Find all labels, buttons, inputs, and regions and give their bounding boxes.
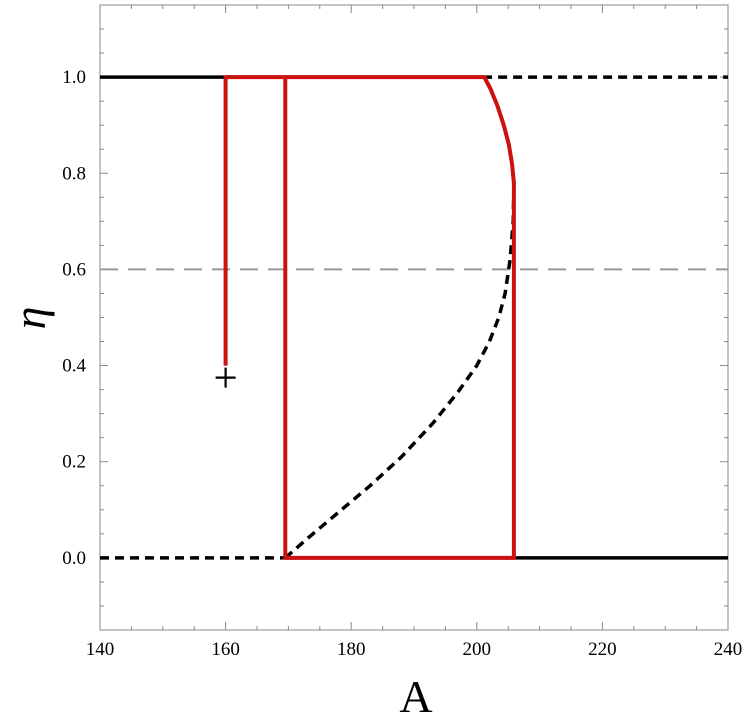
tick-labels: 140 160 180 200 220 240 0.0 0.2 0.4 0.6 0.8 1.0: [62, 67, 742, 660]
y-axis-title: η: [4, 307, 55, 330]
y-tick-label: 0.0: [62, 548, 86, 569]
y-tick-label: 0.4: [62, 356, 86, 377]
y-tick-label: 1.0: [62, 67, 86, 88]
x-tick-label: 200: [463, 639, 492, 660]
x-tick-label: 140: [86, 639, 115, 660]
plot-border: [99, 4, 729, 631]
y-tick-label: 0.2: [62, 452, 86, 473]
axis-ticks: [99, 4, 729, 630]
branch-series-5: [284, 182, 516, 560]
x-tick-label: 160: [211, 639, 240, 660]
markers: [215, 367, 236, 388]
red-path-series: [223, 75, 516, 560]
y-tick-label: 0.6: [62, 259, 86, 280]
series-lines: [100, 75, 728, 560]
x-tick-label: 220: [588, 639, 617, 660]
plot-frame: [99, 4, 729, 631]
x-axis-title: A: [399, 671, 432, 722]
y-tick-label: 0.8: [62, 163, 86, 184]
x-tick-label: 240: [714, 639, 743, 660]
x-tick-label: 180: [337, 639, 366, 660]
branch-series-4: [482, 76, 516, 184]
